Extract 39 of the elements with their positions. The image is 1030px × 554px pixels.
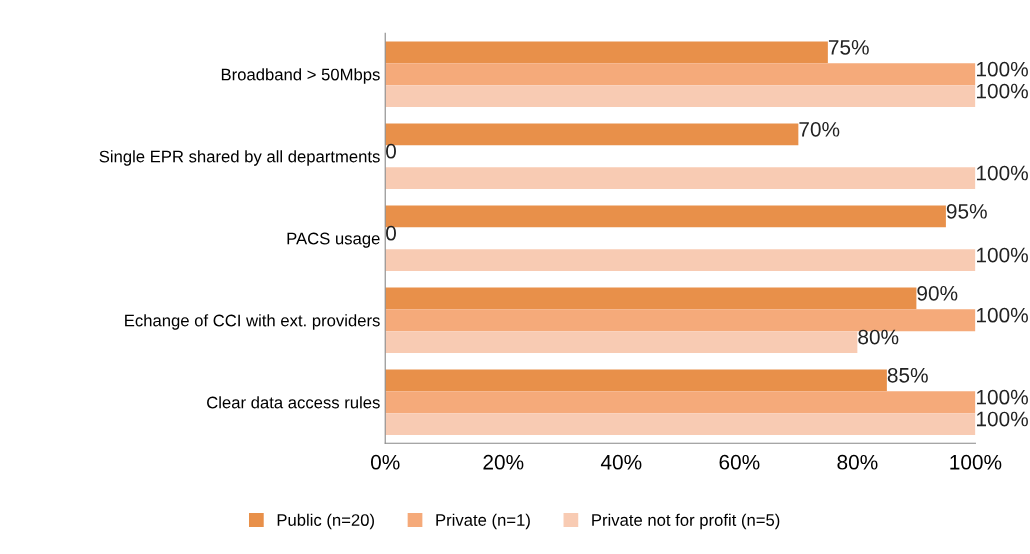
legend-label: Private not for profit (n=5) [592,513,780,530]
data-label: 85% [887,367,928,383]
data-label: 100% [977,389,1028,405]
bar [385,287,917,310]
data-label: 100% [977,307,1028,323]
bar [385,63,976,86]
bar [385,331,858,354]
bar [385,391,976,414]
data-label: 0 [386,143,396,159]
bar [385,167,976,190]
y-tick-label: Clear data access rules [207,396,380,409]
legend-label: Public (n=20) [277,513,374,530]
x-tick-label: 80% [837,454,878,470]
data-label: 100% [977,61,1028,77]
x-tick-label: 60% [719,454,760,470]
y-tick-label: Echange of CCI with ext. providers [125,314,380,330]
data-label: 75% [828,40,869,55]
data-label: 0 [386,225,396,241]
x-tick-label: 20% [483,454,524,470]
data-label: 100% [977,247,1028,263]
data-label: 100% [977,165,1028,181]
legend-label: Private (n=1) [436,513,530,530]
x-tick-label: 0% [370,454,400,470]
bar [385,369,887,392]
bar [385,249,976,272]
y-tick-label: Single EPR shared by all departments [99,150,380,166]
data-label: 80% [858,329,899,345]
data-label: 100% [977,411,1028,427]
y-tick-label: Broadband > 50Mbps [221,68,380,84]
data-label: 90% [917,285,958,301]
data-label: 95% [946,203,987,219]
bar [385,413,976,435]
data-label: 70% [799,121,840,137]
x-tick-label: 40% [600,454,642,470]
bar [385,41,828,64]
bar [385,85,976,108]
data-label: 100% [977,83,1028,99]
x-tick-label: 100% [950,454,1002,470]
y-tick-label: PACS usage [287,232,380,248]
